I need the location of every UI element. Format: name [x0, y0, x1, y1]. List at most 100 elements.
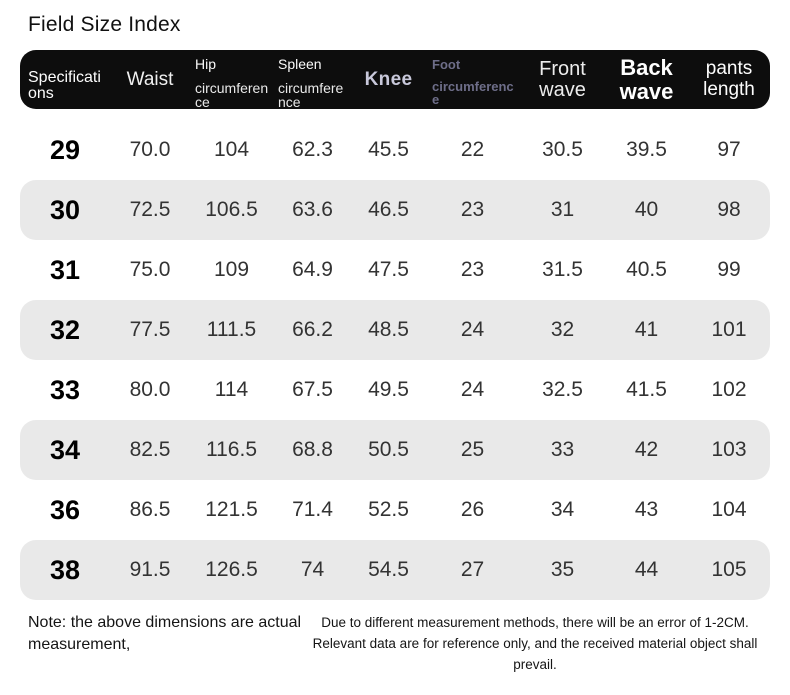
note-left: Note: the above dimensions are actual me… [28, 614, 302, 653]
value-cell: 77.5 [129, 318, 171, 341]
footer-note: Note: the above dimensions are actual me… [28, 612, 764, 676]
value-cell: 52.5 [368, 498, 409, 521]
value-cell: 82.5 [129, 438, 171, 461]
value-cell: 114 [214, 378, 249, 401]
value-cell: 75.0 [129, 258, 171, 281]
size-cell: 38 [49, 554, 81, 585]
value-cell: 80.0 [129, 378, 171, 401]
value-cell: 71.4 [292, 498, 333, 521]
value-cell: 32 [550, 318, 575, 341]
value-cell: 116.5 [206, 438, 257, 461]
value-cell: 64.9 [292, 258, 333, 281]
value-cell: 24 [460, 378, 485, 401]
table-row-size-38: 38 91.5 126.5 74 54.5 27 35 44 105 [20, 540, 770, 600]
column-sublabel: circumference [432, 78, 514, 108]
value-cell: 126.5 [205, 558, 258, 581]
column-label: Knee [364, 68, 413, 90]
value-cell: 42 [634, 438, 659, 461]
table-row-size-31: 31 75.0 109 64.9 47.5 23 31.5 40.5 99 [20, 240, 770, 300]
value-cell: 31 [550, 198, 575, 221]
value-cell: 111.5 [206, 318, 257, 341]
column-label: Waist [126, 68, 174, 90]
column-label: Specifications [28, 68, 101, 102]
value-cell: 91.5 [129, 558, 171, 581]
value-cell: 98 [717, 198, 741, 221]
value-cell: 40.5 [626, 258, 667, 281]
value-cell: 24 [460, 318, 485, 341]
column-header-back-wave: Back wave [605, 50, 688, 109]
value-cell: 104 [711, 498, 747, 521]
size-cell: 30 [49, 194, 81, 225]
column-label: Foot [432, 57, 461, 72]
table-row-size-33: 33 80.0 114 67.5 49.5 24 32.5 41.5 102 [20, 360, 770, 420]
value-cell: 27 [460, 558, 485, 581]
value-cell: 103 [711, 438, 747, 461]
column-label: Front wave [539, 57, 586, 101]
value-cell: 50.5 [368, 438, 409, 461]
value-cell: 97 [717, 138, 741, 161]
column-header-hip-circumference: Hip circumference [190, 50, 273, 109]
value-cell: 62.3 [292, 138, 333, 161]
value-cell: 43 [634, 498, 659, 521]
column-header-specifications: Specifications [20, 50, 110, 109]
size-cell: 36 [49, 494, 81, 525]
value-cell: 48.5 [368, 318, 409, 341]
value-cell: 54.5 [368, 558, 409, 581]
column-header-pants-length: pants length [688, 50, 770, 109]
value-cell: 86.5 [129, 498, 171, 521]
table-header: Specifications Waist Hip circumference Splee… [20, 50, 770, 109]
value-cell: 49.5 [368, 378, 409, 401]
value-cell: 23 [460, 198, 485, 221]
column-label: Spleen [278, 56, 322, 72]
table-row-size-32: 32 77.5 111.5 66.2 48.5 24 32 41 101 [20, 300, 770, 360]
value-cell: 25 [460, 438, 485, 461]
value-cell: 23 [460, 258, 485, 281]
table-row-size-29: 29 70.0 104 62.3 45.5 22 30.5 39.5 97 [20, 120, 770, 180]
value-cell: 67.5 [292, 378, 333, 401]
value-cell: 70.0 [129, 138, 171, 161]
value-cell: 101 [711, 318, 747, 341]
value-cell: 121.5 [205, 498, 258, 521]
value-cell: 102 [711, 378, 747, 401]
value-cell: 40 [634, 198, 659, 221]
value-cell: 32.5 [542, 378, 583, 401]
value-cell: 106.5 [205, 198, 258, 221]
column-sublabel: circumference [278, 79, 344, 109]
value-cell: 41.5 [626, 378, 667, 401]
column-header-spleen-circumference: Spleen circumference [273, 50, 352, 109]
value-cell: 22 [460, 138, 485, 161]
column-label: Hip [195, 56, 217, 72]
size-table: Specifications Waist Hip circumference Splee… [20, 50, 770, 600]
value-cell: 74 [300, 558, 325, 581]
value-cell: 72.5 [129, 198, 171, 221]
value-cell: 30.5 [542, 138, 583, 161]
table-row-size-34: 34 82.5 116.5 68.8 50.5 25 33 42 103 [20, 420, 770, 480]
value-cell: 99 [717, 258, 741, 281]
table-body: 29 70.0 104 62.3 45.5 22 30.5 39.5 97 30 72.5 106.5… [20, 120, 770, 600]
value-cell: 68.8 [292, 438, 333, 461]
column-label: Back wave [619, 55, 674, 104]
value-cell: 45.5 [368, 138, 409, 161]
size-cell: 31 [49, 254, 81, 285]
size-cell: 33 [49, 374, 81, 405]
value-cell: 35 [550, 558, 575, 581]
value-cell: 41 [634, 318, 659, 341]
size-cell: 32 [49, 314, 81, 345]
value-cell: 44 [634, 558, 659, 581]
value-cell: 104 [213, 138, 250, 161]
value-cell: 34 [550, 498, 575, 521]
column-header-knee: Knee [352, 50, 425, 109]
column-sublabel: circumference [195, 79, 269, 109]
value-cell: 109 [213, 258, 250, 281]
table-row-size-36: 36 86.5 121.5 71.4 52.5 26 34 43 104 [20, 480, 770, 540]
note-right: Due to different measurement methods, th… [312, 615, 758, 672]
value-cell: 31.5 [542, 258, 583, 281]
page-title: Field Size Index [28, 13, 181, 36]
size-cell: 29 [49, 134, 81, 165]
value-cell: 46.5 [368, 198, 409, 221]
value-cell: 39.5 [626, 138, 667, 161]
value-cell: 66.2 [292, 318, 333, 341]
column-header-front-wave: Front wave [520, 50, 605, 109]
value-cell: 105 [711, 558, 747, 581]
value-cell: 26 [460, 498, 485, 521]
